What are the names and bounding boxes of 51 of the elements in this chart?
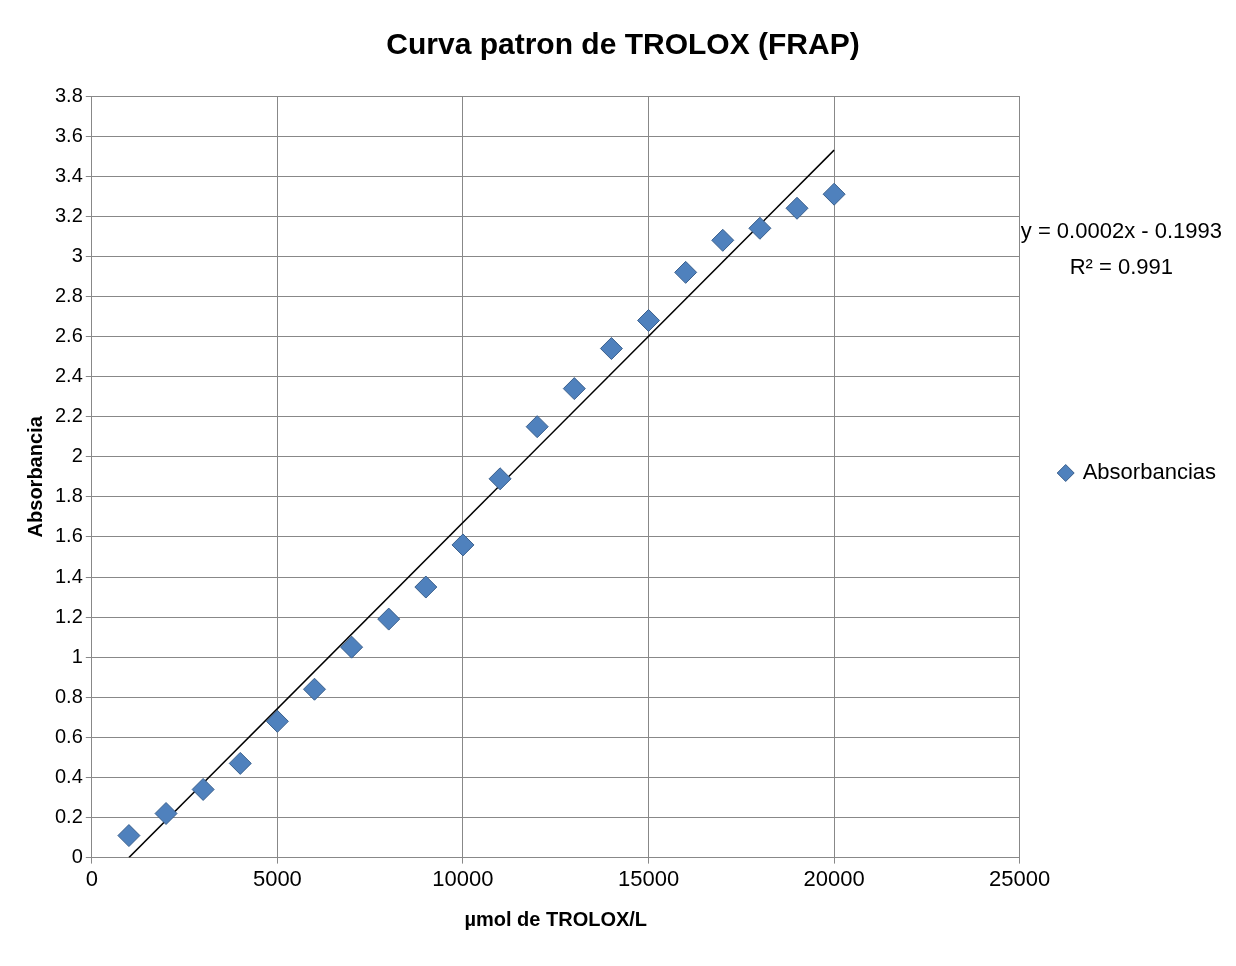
y-tick-label: 0.8 xyxy=(54,684,83,707)
y-tick-label: 2.4 xyxy=(54,364,83,387)
x-tick-label: 15000 xyxy=(617,865,680,891)
y-tick-label: 2.2 xyxy=(54,404,83,427)
point xyxy=(822,182,846,206)
point xyxy=(748,216,772,240)
y-tick-label: 1 xyxy=(71,644,83,667)
point xyxy=(711,228,735,252)
y-tick-label: 2 xyxy=(71,444,83,467)
point xyxy=(117,824,141,848)
point xyxy=(154,802,178,826)
legend-label: Absorbancias xyxy=(1082,459,1217,485)
y-tick-label: 3.8 xyxy=(54,83,83,106)
point xyxy=(785,196,809,220)
point xyxy=(562,377,586,401)
y-tick-label: 0.6 xyxy=(54,724,83,747)
point xyxy=(525,415,549,439)
x-tick-label: 25000 xyxy=(989,865,1051,891)
point xyxy=(451,533,475,557)
point xyxy=(414,575,438,599)
y-tick-label: 0.4 xyxy=(54,764,83,787)
x-tick-label: 5000 xyxy=(252,865,302,891)
point xyxy=(228,751,252,775)
y-tick-label: 1.8 xyxy=(54,484,83,507)
y-tick-label: 2.6 xyxy=(54,324,83,347)
point xyxy=(488,467,512,491)
point xyxy=(599,337,623,361)
point xyxy=(340,635,364,659)
y-tick-label: 0 xyxy=(71,845,83,868)
text: y = 0.0002x - 0.1993 xyxy=(1020,218,1222,243)
y-tick-label: 3.4 xyxy=(54,163,83,186)
x-tick-label: 10000 xyxy=(432,865,494,891)
point xyxy=(191,777,215,801)
y-tick-label: 0.2 xyxy=(54,805,83,828)
point xyxy=(303,677,326,701)
y-axis-title: Absorbancia xyxy=(23,415,46,538)
point xyxy=(674,260,698,284)
y-tick-label: 1.6 xyxy=(54,524,83,547)
y-tick-label: 1.2 xyxy=(54,604,83,627)
text: R² = 0.991 xyxy=(1069,254,1174,279)
y-tick-label: 3.2 xyxy=(54,203,83,226)
point xyxy=(637,308,661,332)
x-tick-label: 20000 xyxy=(803,865,865,891)
y-tick-label: 1.4 xyxy=(54,564,83,587)
point xyxy=(377,607,401,631)
y-tick-label: 3 xyxy=(71,243,83,266)
point xyxy=(265,709,289,733)
chart-title: Curva patron de TROLOX (FRAP) xyxy=(386,27,860,61)
x-axis-title: µmol de TROLOX/L xyxy=(464,907,648,930)
y-tick-label: 2.8 xyxy=(54,283,83,306)
y-tick-label: 3.6 xyxy=(54,123,83,146)
